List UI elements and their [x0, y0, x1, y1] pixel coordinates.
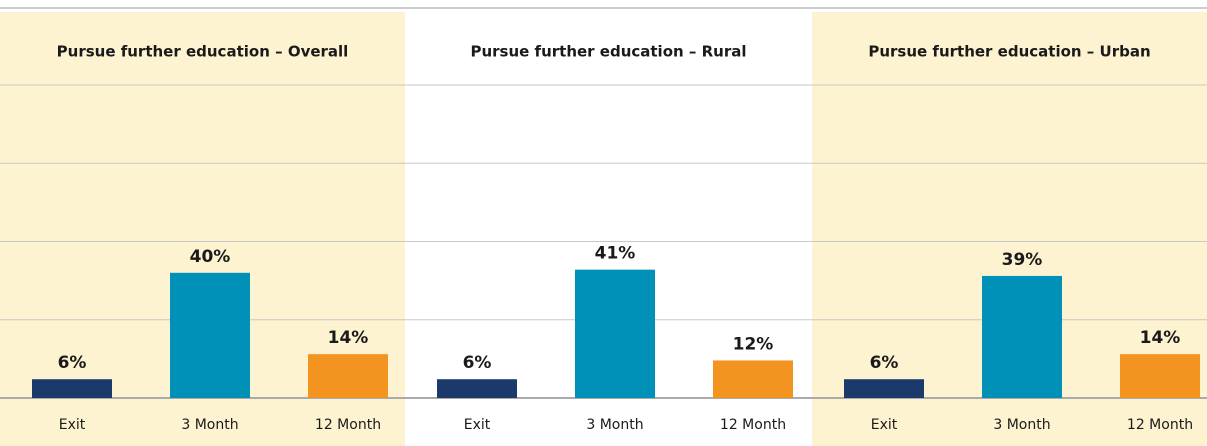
x-tick-label: Exit: [59, 417, 86, 433]
value-label: 41%: [595, 244, 636, 264]
x-tick-label: Exit: [464, 417, 491, 433]
value-label: 39%: [1002, 250, 1043, 270]
x-tick-label: 3 Month: [993, 417, 1050, 433]
panel-title: Pursue further education – Urban: [868, 43, 1150, 61]
bar: [308, 354, 388, 398]
bar: [1120, 354, 1200, 398]
bar: [713, 360, 793, 398]
x-tick-label: 12 Month: [315, 417, 381, 433]
x-tick-label: 3 Month: [181, 417, 238, 433]
value-label: 40%: [190, 247, 231, 267]
value-label: 14%: [328, 328, 369, 348]
x-tick-label: Exit: [871, 417, 898, 433]
bar: [437, 379, 517, 398]
x-tick-label: 3 Month: [586, 417, 643, 433]
value-label: 6%: [58, 353, 87, 373]
panel-title: Pursue further education – Overall: [57, 43, 349, 61]
bar: [32, 379, 112, 398]
value-label: 14%: [1140, 328, 1181, 348]
bar: [844, 379, 924, 398]
x-tick-label: 12 Month: [720, 417, 786, 433]
value-label: 6%: [870, 353, 899, 373]
value-label: 6%: [463, 353, 492, 373]
value-label: 12%: [733, 334, 774, 354]
bar: [575, 269, 655, 398]
x-tick-label: 12 Month: [1127, 417, 1193, 433]
panel-title: Pursue further education – Rural: [470, 43, 746, 61]
bar: [982, 275, 1062, 398]
bar: [170, 272, 250, 398]
